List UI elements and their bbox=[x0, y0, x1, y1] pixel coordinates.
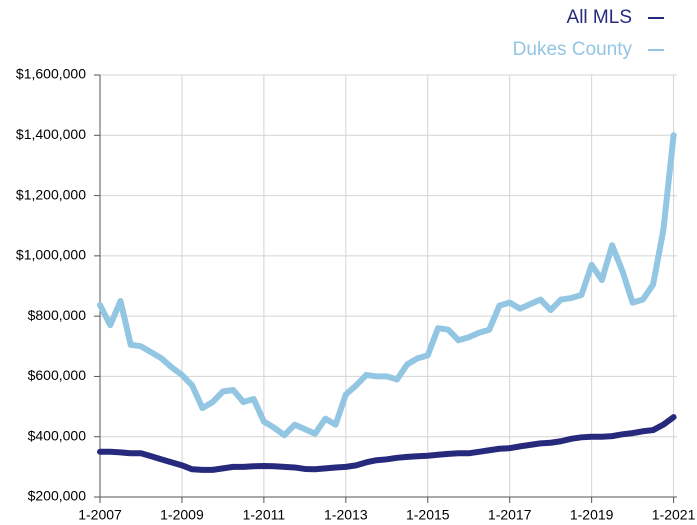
y-tick-label: $200,000 bbox=[28, 488, 87, 504]
y-tick-label: $1,600,000 bbox=[16, 66, 86, 82]
x-tick-label: 1-2017 bbox=[488, 507, 532, 523]
x-tick-label: 1-2015 bbox=[406, 507, 450, 523]
y-tick-label: $400,000 bbox=[28, 427, 87, 443]
y-tick-label: $600,000 bbox=[28, 367, 87, 383]
x-tick-label: 1-2011 bbox=[243, 507, 286, 523]
x-tick-label: 1-2019 bbox=[570, 507, 614, 523]
x-tick-label: 1-2009 bbox=[160, 507, 204, 523]
x-tick-label: 1-2021 bbox=[652, 507, 696, 523]
y-tick-label: $1,400,000 bbox=[16, 126, 86, 142]
x-tick-label: 1-2013 bbox=[324, 507, 368, 523]
series-line bbox=[97, 414, 677, 473]
y-tick-label: $800,000 bbox=[28, 307, 87, 323]
y-tick-label: $1,200,000 bbox=[16, 186, 86, 202]
x-tick-label: 1-2007 bbox=[78, 507, 122, 523]
legend-label: Dukes County bbox=[513, 39, 633, 60]
y-tick-label: $1,000,000 bbox=[16, 247, 86, 263]
series-line bbox=[97, 132, 677, 439]
legend-label: All MLS bbox=[567, 7, 632, 28]
